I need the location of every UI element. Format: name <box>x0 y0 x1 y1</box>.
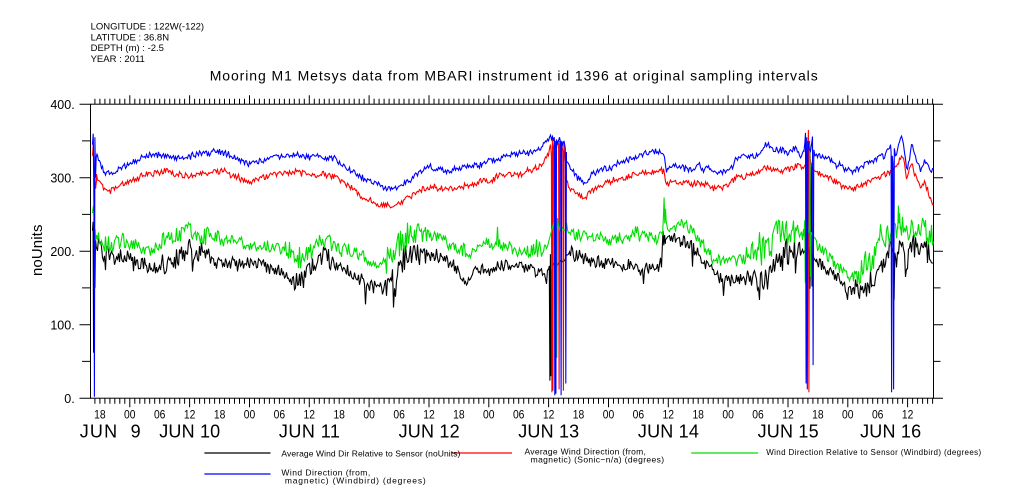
svg-text:18: 18 <box>333 407 345 421</box>
svg-text:YEAR : 2011: YEAR : 2011 <box>91 54 145 65</box>
svg-text:200.: 200. <box>50 245 74 259</box>
svg-text:100.: 100. <box>50 318 74 332</box>
svg-text:12: 12 <box>304 407 316 421</box>
svg-text:Mooring M1 Metsys data from MB: Mooring M1 Metsys data from MBARI instru… <box>210 68 818 84</box>
svg-text:06: 06 <box>513 407 525 421</box>
svg-text:06: 06 <box>154 407 166 421</box>
svg-text:300.: 300. <box>50 171 74 185</box>
svg-text:06: 06 <box>393 407 405 421</box>
svg-text:18: 18 <box>214 407 226 421</box>
svg-text:06: 06 <box>872 407 884 421</box>
svg-text:magnetic) (Windbird) (degrees): magnetic) (Windbird) (degrees) <box>285 476 426 486</box>
svg-text:JUN 12: JUN 12 <box>399 422 460 442</box>
svg-text:JUN 11: JUN 11 <box>279 422 340 442</box>
svg-text:LONGITUDE : 122W(-122): LONGITUDE : 122W(-122) <box>91 22 205 33</box>
svg-text:00: 00 <box>842 407 854 421</box>
svg-text:noUnits: noUnits <box>29 225 46 276</box>
svg-text:0.: 0. <box>64 392 74 406</box>
svg-text:JUN 10: JUN 10 <box>159 422 220 442</box>
svg-text:12: 12 <box>543 407 555 421</box>
svg-text:18: 18 <box>573 407 585 421</box>
svg-text:400.: 400. <box>50 98 74 112</box>
svg-text:00: 00 <box>244 407 256 421</box>
svg-text:Wind Direction (from,: Wind Direction (from, <box>281 467 370 477</box>
svg-text:12: 12 <box>184 407 196 421</box>
svg-text:DEPTH (m) : -2.5: DEPTH (m) : -2.5 <box>91 43 164 54</box>
svg-text:00: 00 <box>124 407 136 421</box>
svg-text:12: 12 <box>902 407 914 421</box>
svg-text:18: 18 <box>692 407 704 421</box>
svg-text:00: 00 <box>363 407 375 421</box>
svg-text:18: 18 <box>453 407 465 421</box>
svg-text:12: 12 <box>423 407 435 421</box>
svg-text:Average Wind Dir Relative to S: Average Wind Dir Relative to Sensor (noU… <box>281 449 460 459</box>
svg-text:12: 12 <box>663 407 675 421</box>
svg-text:Average Wind Direction (from,: Average Wind Direction (from, <box>525 447 646 457</box>
svg-text:Wind Direction Relative to Sen: Wind Direction Relative to Sensor (Windb… <box>766 448 981 457</box>
svg-text:00: 00 <box>603 407 615 421</box>
svg-text:12: 12 <box>782 407 794 421</box>
svg-text:JUN 9: JUN 9 <box>80 422 141 442</box>
svg-text:06: 06 <box>633 407 645 421</box>
svg-text:18: 18 <box>812 407 824 421</box>
svg-text:JUN 14: JUN 14 <box>638 422 699 442</box>
svg-text:JUN 15: JUN 15 <box>758 422 819 442</box>
svg-text:LATITUDE : 36.8N: LATITUDE : 36.8N <box>91 32 170 43</box>
svg-text:JUN 13: JUN 13 <box>518 422 579 442</box>
svg-text:magnetic) (Sonic−n/a) (degrees: magnetic) (Sonic−n/a) (degrees) <box>531 454 665 464</box>
svg-text:00: 00 <box>722 407 734 421</box>
svg-text:JUN 16: JUN 16 <box>860 422 921 442</box>
svg-text:00: 00 <box>483 407 495 421</box>
svg-text:06: 06 <box>752 407 764 421</box>
svg-text:18: 18 <box>94 407 106 421</box>
svg-text:06: 06 <box>274 407 286 421</box>
